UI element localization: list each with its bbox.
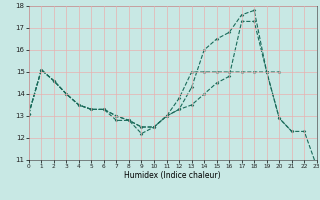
X-axis label: Humidex (Indice chaleur): Humidex (Indice chaleur) <box>124 171 221 180</box>
